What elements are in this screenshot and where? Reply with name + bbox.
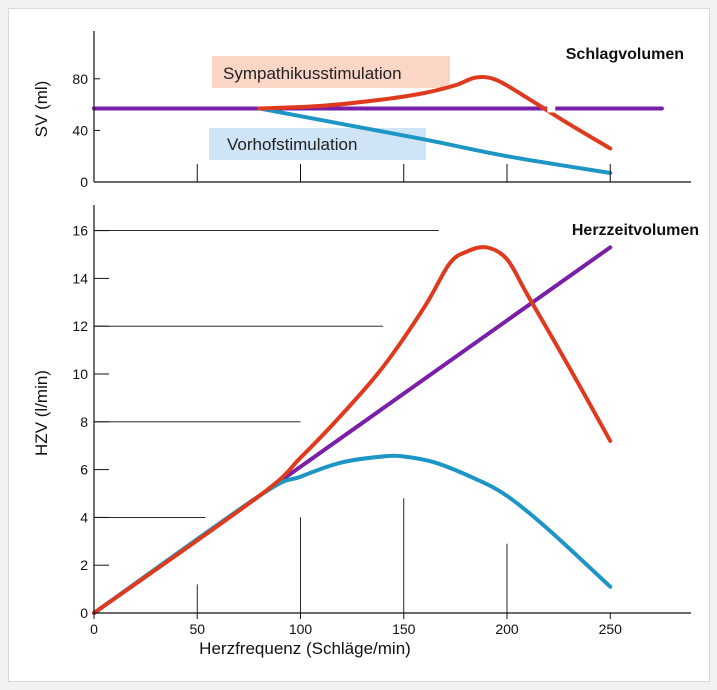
hzv-x-tick-label: 250 [599, 621, 623, 637]
hzv-x-tick-label: 50 [189, 621, 205, 637]
hzv-x-label: Herzfrequenz (Schläge/min) [199, 639, 411, 658]
hzv-x-ticks: 0 50 100 150 200 250 [90, 613, 622, 637]
hzv-y-label: HZV (l/min) [32, 370, 51, 456]
sympathikus-label-box [212, 56, 450, 88]
hzv-y-tick-label: 0 [80, 605, 88, 621]
hzv-y-tick-label: 10 [72, 366, 88, 382]
sv-y-label: SV (ml) [32, 81, 51, 138]
sv-x-ticks [196, 164, 611, 182]
hzv-reference-lines [94, 230, 508, 613]
figure-frame: 0 40 80 Sympathikusstimulation Vorhofstimu… [8, 8, 710, 682]
hzv-x-tick-label: 200 [495, 621, 519, 637]
hzv-x-tick-label: 100 [289, 621, 313, 637]
vorhof-annotation: Vorhofstimulation [227, 135, 357, 154]
hzv-y-ticks: 0 2 4 6 8 10 12 14 16 [72, 223, 109, 621]
sv-vorhof-line [257, 106, 613, 175]
hzv-y-tick-label: 4 [80, 509, 88, 525]
schlagvolumen-panel: 0 40 80 Sympathikusstimulation Vorhofstimu… [32, 31, 691, 190]
herzzeitvolumen-title: Herzzeitvolumen [572, 222, 699, 239]
herzzeitvolumen-series [92, 245, 613, 615]
sv-y-tick-label: 40 [72, 122, 88, 138]
schlagvolumen-title: Schlagvolumen [566, 46, 684, 63]
sv-y-ticks: 0 40 80 [72, 71, 100, 190]
hzv-y-tick-label: 12 [72, 318, 88, 334]
hzv-x-tick-label: 150 [392, 621, 416, 637]
herzzeitvolumen-panel: 0 2 4 6 8 10 12 14 16 0 50 100 150 200 250 Herzzeitvo… [32, 205, 699, 658]
hzv-vorhof-line [92, 453, 613, 615]
sv-y-tick-label: 0 [80, 174, 88, 190]
hzv-y-tick-label: 6 [80, 462, 88, 478]
schlagvolumen-series [92, 75, 664, 175]
sympathikus-annotation: Sympathikusstimulation [223, 64, 402, 83]
hzv-y-tick-label: 8 [80, 414, 88, 430]
hzv-x-tick-label: 0 [90, 621, 98, 637]
hzv-y-tick-label: 2 [80, 557, 88, 573]
hzv-y-tick-label: 16 [72, 223, 88, 239]
sv-y-tick-label: 80 [72, 71, 88, 87]
sv-baseline-gap [547, 104, 556, 113]
hzv-y-tick-label: 14 [72, 270, 88, 286]
hzv-sympathikus-line [92, 245, 613, 615]
